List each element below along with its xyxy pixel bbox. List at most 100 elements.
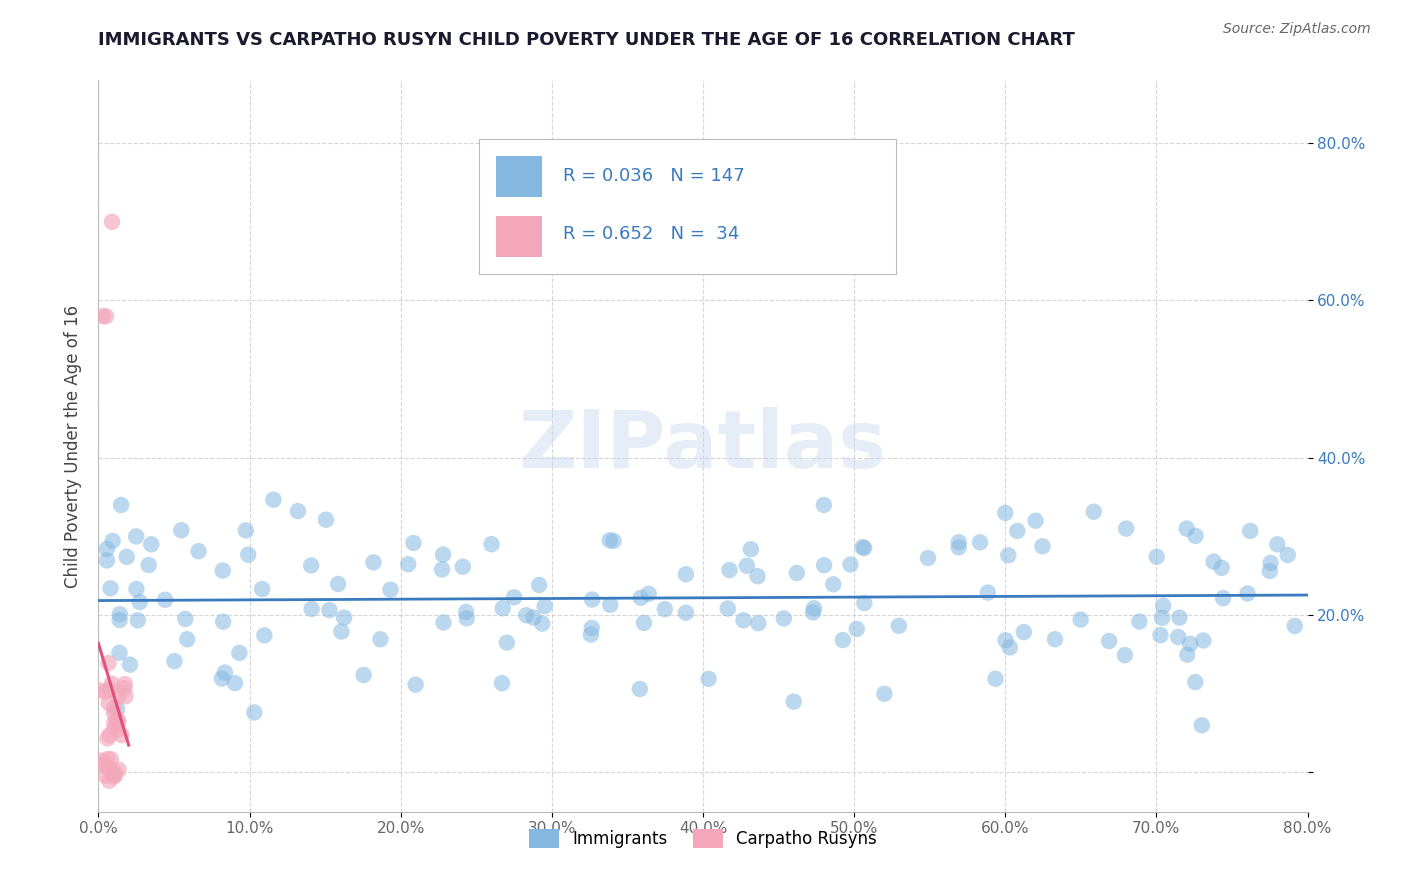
Point — [481, 537, 503, 551]
Point — [581, 621, 603, 635]
Point — [491, 676, 513, 690]
Point — [107, 689, 129, 703]
Point — [432, 615, 454, 630]
Point — [170, 523, 193, 537]
Point — [262, 492, 284, 507]
Point — [456, 611, 478, 625]
Point — [451, 559, 474, 574]
Point — [1175, 648, 1198, 662]
Point — [405, 678, 427, 692]
Point — [887, 619, 910, 633]
Point — [1184, 529, 1206, 543]
Point — [353, 668, 375, 682]
Point — [97, 761, 120, 775]
Text: ZIPatlas: ZIPatlas — [519, 407, 887, 485]
Point — [803, 601, 825, 615]
Point — [786, 566, 808, 580]
Point — [1012, 625, 1035, 640]
Point — [1239, 524, 1261, 538]
Point — [654, 602, 676, 616]
Point — [579, 627, 602, 641]
Point — [747, 569, 769, 583]
Point — [1211, 561, 1233, 575]
Point — [994, 633, 1017, 648]
Point — [783, 695, 806, 709]
Point — [1024, 514, 1046, 528]
Y-axis label: Child Poverty Under the Age of 16: Child Poverty Under the Age of 16 — [63, 304, 82, 588]
Point — [522, 610, 544, 624]
Point — [977, 585, 1000, 599]
Point — [599, 533, 621, 548]
Point — [853, 596, 876, 610]
Point — [128, 595, 150, 609]
Point — [107, 763, 129, 777]
Point — [628, 681, 651, 696]
Point — [1083, 505, 1105, 519]
Point — [1236, 586, 1258, 600]
Point — [108, 607, 131, 622]
Point — [108, 646, 131, 660]
Point — [98, 773, 121, 788]
Point — [187, 544, 209, 558]
Point — [1152, 599, 1174, 613]
Point — [432, 548, 454, 562]
Point — [845, 622, 868, 636]
Point — [98, 728, 121, 742]
Point — [138, 558, 160, 572]
Point — [633, 615, 655, 630]
Point — [998, 640, 1021, 655]
Point — [1128, 615, 1150, 629]
Point — [740, 542, 762, 557]
Point — [103, 706, 125, 721]
Point — [997, 549, 1019, 563]
Point — [94, 769, 117, 783]
Point — [697, 672, 720, 686]
Point — [503, 591, 526, 605]
Point — [1184, 675, 1206, 690]
Point — [581, 592, 603, 607]
Point — [527, 578, 550, 592]
Point — [105, 702, 128, 716]
Point — [100, 581, 122, 595]
Point — [228, 646, 250, 660]
Point — [315, 513, 337, 527]
Text: IMMIGRANTS VS CARPATHO RUSYN CHILD POVERTY UNDER THE AGE OF 16 CORRELATION CHART: IMMIGRANTS VS CARPATHO RUSYN CHILD POVER… — [98, 31, 1076, 49]
Point — [97, 696, 120, 710]
Point — [717, 601, 740, 615]
Point — [333, 610, 356, 624]
Point — [801, 606, 824, 620]
Point — [515, 608, 537, 623]
Point — [1168, 610, 1191, 624]
Point — [454, 605, 477, 619]
Point — [89, 683, 111, 698]
Point — [105, 713, 128, 727]
Point — [1031, 539, 1053, 553]
Point — [1098, 634, 1121, 648]
Point — [599, 598, 621, 612]
Point — [103, 769, 125, 783]
Point — [163, 654, 186, 668]
Point — [318, 603, 340, 617]
Point — [212, 615, 235, 629]
Point — [718, 563, 741, 577]
Point — [101, 215, 124, 229]
Point — [1202, 555, 1225, 569]
Point — [330, 624, 353, 639]
Point — [114, 689, 136, 703]
Point — [299, 558, 322, 573]
Point — [127, 613, 149, 627]
Point — [243, 706, 266, 720]
Point — [110, 498, 132, 512]
Point — [363, 555, 385, 569]
Point — [211, 564, 233, 578]
Point — [176, 632, 198, 647]
Point — [948, 535, 970, 549]
Point — [839, 558, 862, 572]
Point — [1115, 522, 1137, 536]
Point — [101, 533, 124, 548]
Point — [1167, 630, 1189, 644]
Point — [96, 752, 118, 766]
Point — [103, 721, 125, 735]
Point — [97, 656, 120, 670]
Point — [1180, 637, 1202, 651]
